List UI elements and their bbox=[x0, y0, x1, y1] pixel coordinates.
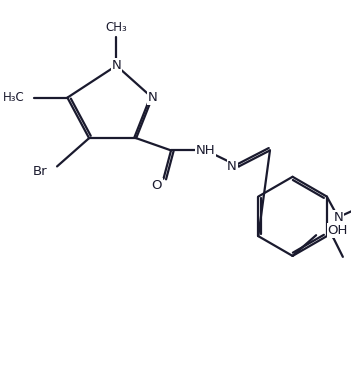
Text: OH: OH bbox=[327, 224, 348, 237]
Text: CH₃: CH₃ bbox=[105, 22, 127, 34]
Text: N: N bbox=[112, 59, 121, 72]
Text: H₃C: H₃C bbox=[3, 91, 25, 104]
Text: N: N bbox=[227, 160, 237, 173]
Text: NH: NH bbox=[196, 144, 216, 157]
Text: N: N bbox=[333, 211, 343, 224]
Text: O: O bbox=[152, 179, 162, 192]
Text: N: N bbox=[147, 91, 157, 104]
Text: Br: Br bbox=[33, 164, 48, 178]
